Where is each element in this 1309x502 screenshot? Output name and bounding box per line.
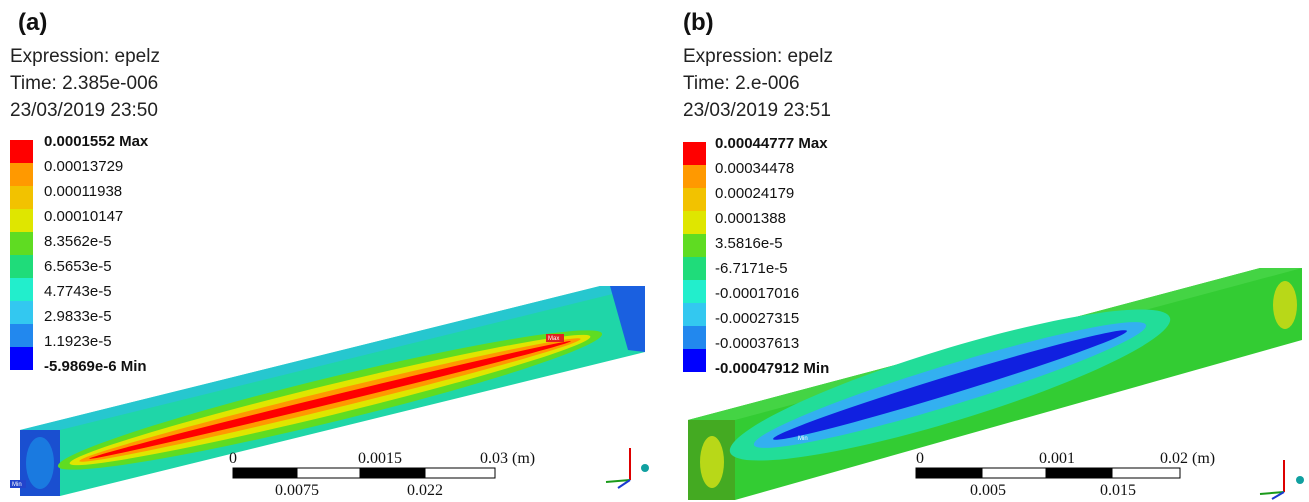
- legend-label: 3.5816e-5: [715, 235, 783, 252]
- legend-swatch: [10, 324, 33, 347]
- scale-label: 0.0075: [275, 482, 319, 499]
- time: Time: 2.e-006: [683, 73, 800, 94]
- legend-label: 8.3562e-5: [44, 233, 112, 250]
- legend-swatch: [10, 140, 33, 163]
- legend-swatch: [683, 234, 706, 257]
- legend-swatch: [10, 232, 33, 255]
- legend-label: -0.00027315: [715, 310, 799, 327]
- beam-a: Max Min: [10, 286, 645, 496]
- legend-swatch: [683, 188, 706, 211]
- beam-b: Min: [688, 268, 1302, 500]
- legend-label: 0.0001388: [715, 210, 786, 227]
- axis-triad-a: [605, 448, 649, 489]
- legend-swatch: [683, 165, 706, 188]
- scale-bar-b: [915, 467, 1181, 479]
- legend-label: 0.00024179: [715, 185, 794, 202]
- legend-swatch: [10, 347, 33, 370]
- legend-label: 2.9833e-5: [44, 308, 112, 325]
- legend-swatch: [10, 163, 33, 186]
- legend-label: 0.00034478: [715, 160, 794, 177]
- legend-swatch: [10, 301, 33, 324]
- legend-label: 1.1923e-5: [44, 333, 112, 350]
- legend-label: 6.5653e-5: [44, 258, 112, 275]
- scale-bar-a: [232, 467, 496, 479]
- legend-label: -0.00037613: [715, 335, 799, 352]
- scale-label: 0.005: [970, 482, 1006, 499]
- scale-label: 0.0015: [358, 450, 402, 467]
- legend-label: -6.7171e-5: [715, 260, 788, 277]
- scale-label: 0.015: [1100, 482, 1136, 499]
- legend-swatch: [683, 280, 706, 303]
- legend-swatch: [683, 142, 706, 165]
- legend-label: 4.7743e-5: [44, 283, 112, 300]
- legend-label: -0.00047912 Min: [715, 360, 829, 377]
- legend-swatch: [683, 303, 706, 326]
- probe-max: Max: [548, 336, 559, 342]
- legend-label: 0.00013729: [44, 158, 123, 175]
- expression: Expression: epelz: [10, 46, 160, 67]
- scale-label: 0.022: [407, 482, 443, 499]
- legend-label: 0.00011938: [44, 183, 122, 200]
- legend-swatch: [683, 349, 706, 372]
- legend-label: -0.00017016: [715, 285, 799, 302]
- axis-triad-b: [1259, 460, 1304, 500]
- scale-label: 0.02 (m): [1160, 450, 1215, 467]
- scale-label: 0: [229, 450, 237, 467]
- probe-min: Min: [12, 482, 22, 488]
- legend-swatch: [10, 255, 33, 278]
- legend-swatch: [10, 186, 33, 209]
- probe-min: Min: [798, 436, 808, 442]
- legend-swatch: [683, 326, 706, 349]
- legend-swatch: [683, 257, 706, 280]
- legend-swatch: [10, 209, 33, 232]
- legend-label: -5.9869e-6 Min: [44, 358, 147, 375]
- legend-label: 0.00010147: [44, 208, 123, 225]
- legend-swatch: [683, 211, 706, 234]
- date: 23/03/2019 23:51: [683, 100, 831, 121]
- panel-label: (a): [18, 9, 47, 36]
- scale-label: 0: [916, 450, 924, 467]
- scale-label: 0.03 (m): [480, 450, 535, 467]
- panel-label: (b): [683, 9, 714, 36]
- date: 23/03/2019 23:50: [10, 100, 158, 121]
- time: Time: 2.385e-006: [10, 73, 158, 94]
- scale-label: 0.001: [1039, 450, 1075, 467]
- expression: Expression: epelz: [683, 46, 833, 67]
- legend-label: 0.0001552 Max: [44, 133, 149, 150]
- legend-swatch: [10, 278, 33, 301]
- legend-label: 0.00044777 Max: [715, 135, 828, 152]
